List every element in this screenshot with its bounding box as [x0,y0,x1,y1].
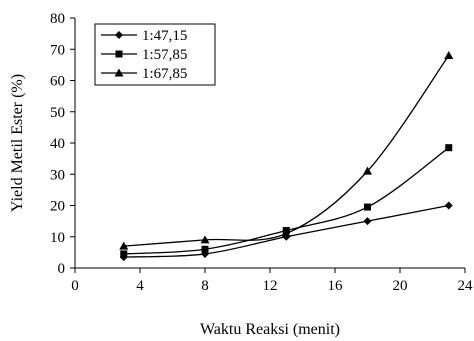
y-tick-label: 0 [58,261,66,277]
square-marker [120,250,128,258]
legend-label: 1:67,85 [142,66,187,82]
square-marker [115,50,123,58]
x-axis-label: Waktu Reaksi (menit) [200,321,340,338]
legend-label: 1:47,15 [142,28,187,44]
x-tick-label: 24 [458,278,474,294]
triangle-marker [114,68,124,77]
y-tick-label: 70 [50,42,65,58]
square-marker [201,245,209,253]
triangle-marker [200,235,210,244]
triangle-marker [281,229,291,238]
diamond-marker [115,31,123,39]
y-tick-label: 40 [50,136,65,152]
x-tick-label: 16 [328,278,344,294]
legend-label: 1:57,85 [142,47,187,63]
legend-item: 1:67,85 [101,66,187,82]
triangle-marker [363,166,372,175]
legend-item: 1:57,85 [101,47,187,63]
legend-item: 1:47,15 [101,28,187,44]
square-marker [445,144,453,152]
series-3 [119,51,454,250]
x-tick-label: 4 [136,278,144,294]
y-tick-label: 10 [50,230,65,246]
diamond-marker [444,201,453,210]
x-tick-label: 20 [393,278,408,294]
triangle-marker [119,241,129,250]
y-axis-label: Yield Metil Ester (%) [9,74,26,212]
x-tick-label: 0 [71,278,79,294]
series-layer [119,51,454,262]
square-marker [364,203,371,211]
series-line [123,55,450,247]
y-tick-label: 50 [50,105,65,121]
y-tick-label: 60 [50,74,65,90]
legend: 1:47,15 1:57,85 1:67,85 [94,23,216,86]
y-tick-label: 80 [50,11,65,27]
axes: 0 10 20 30 40 50 60 70 80 0 4 8 12 16 20 24 [50,11,473,294]
y-tick-label: 30 [50,167,65,183]
diamond-marker [363,217,372,226]
x-tick-label: 8 [201,278,209,294]
triangle-marker [444,51,454,59]
x-tick-label: 12 [263,278,278,294]
y-tick-label: 20 [50,199,65,215]
